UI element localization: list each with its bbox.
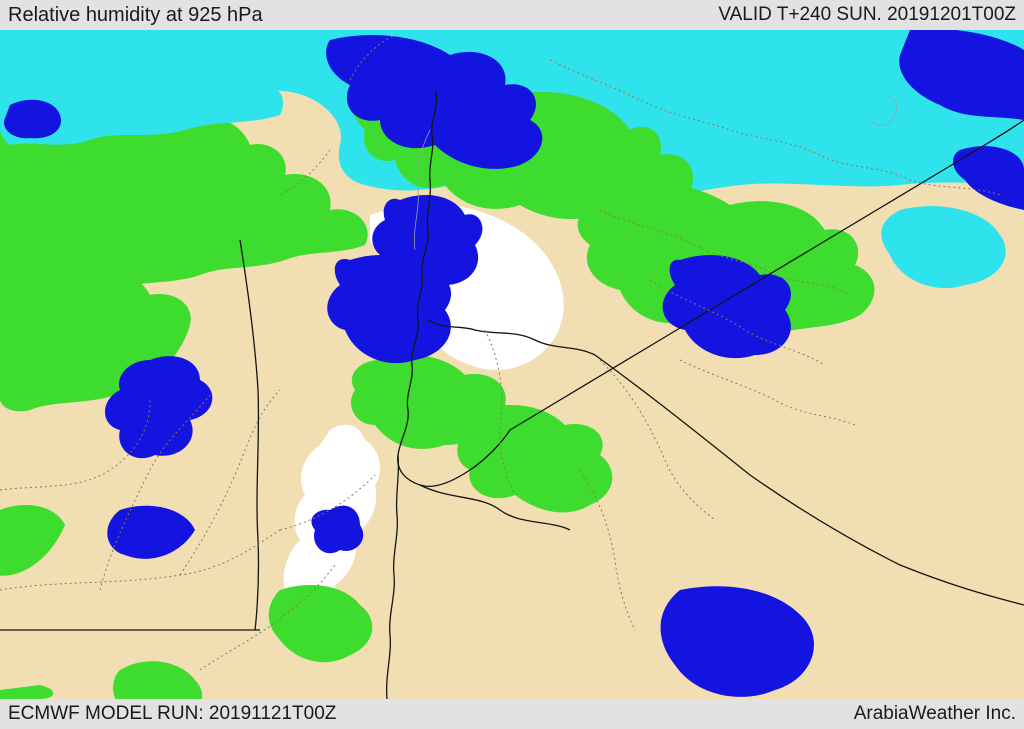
- weather-map-app: Relative humidity at 925 hPa VALID T+240…: [0, 0, 1024, 729]
- valid-timestamp: VALID T+240 SUN. 20191201T00Z: [718, 4, 1016, 26]
- map-title: Relative humidity at 925 hPa: [8, 4, 263, 27]
- model-run-label: ECMWF MODEL RUN: 20191121T00Z: [8, 703, 336, 725]
- footer-bar: ECMWF MODEL RUN: 20191121T00Z ArabiaWeat…: [0, 699, 1024, 729]
- credit-label: ArabiaWeather Inc.: [854, 703, 1016, 725]
- header-bar: Relative humidity at 925 hPa VALID T+240…: [0, 0, 1024, 30]
- humidity-contour-map[interactable]: [0, 30, 1024, 699]
- map-container[interactable]: [0, 30, 1024, 699]
